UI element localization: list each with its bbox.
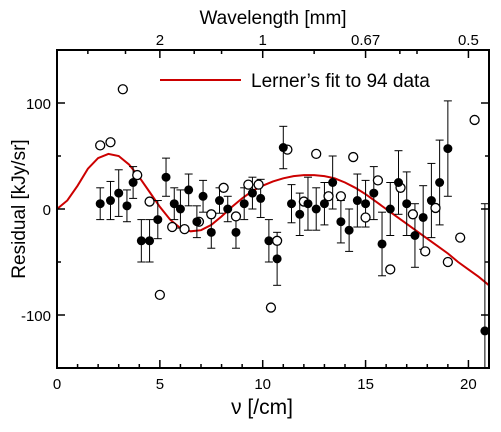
filled-data-point xyxy=(223,204,233,214)
filled-data-point xyxy=(336,217,346,227)
filled-data-point xyxy=(206,227,216,237)
filled-circle-layer xyxy=(95,143,490,336)
filled-data-point xyxy=(272,254,282,264)
open-circle-layer xyxy=(95,84,480,313)
top-tick-label: 0.67 xyxy=(351,32,380,49)
open-data-point xyxy=(455,232,466,243)
filled-data-point xyxy=(352,196,362,206)
x-tick-label: 10 xyxy=(254,376,271,393)
filled-data-point xyxy=(418,212,428,222)
filled-data-point xyxy=(361,199,371,209)
filled-data-point xyxy=(122,201,132,211)
tick-layer xyxy=(56,50,490,368)
filled-data-point xyxy=(278,143,288,153)
y-tick-label: 0 xyxy=(43,202,51,219)
top-tick-label: 2 xyxy=(156,32,164,49)
open-data-point xyxy=(348,151,359,163)
filled-data-point xyxy=(402,199,412,209)
filled-data-point xyxy=(410,231,420,240)
open-data-point xyxy=(265,302,277,313)
x-tick-label: 15 xyxy=(357,376,374,393)
top-tick-label: 1 xyxy=(259,32,267,49)
y-tick-label: -100 xyxy=(21,308,51,325)
filled-data-point xyxy=(256,193,266,203)
filled-data-point xyxy=(192,217,202,227)
filled-data-point xyxy=(443,144,453,154)
open-data-point xyxy=(469,114,480,126)
open-data-point xyxy=(117,84,128,95)
filled-data-point xyxy=(161,172,171,182)
open-data-point xyxy=(420,246,431,257)
top-tick-label: 0.5 xyxy=(458,32,479,49)
open-data-point xyxy=(311,148,322,160)
x-axis-label: ν [/cm] xyxy=(231,396,293,419)
top-axis-label: Wavelength [mm] xyxy=(199,8,346,29)
fit-line xyxy=(56,152,490,287)
open-data-point xyxy=(167,221,178,233)
open-data-point xyxy=(243,179,254,190)
open-data-point xyxy=(335,191,347,202)
plot-frame xyxy=(56,49,490,369)
open-data-point xyxy=(271,235,283,246)
errorbar-layer xyxy=(96,100,489,369)
filled-data-point xyxy=(95,199,105,209)
legend-label: Lerner’s fit to 94 data xyxy=(251,71,430,92)
filled-data-point xyxy=(480,326,490,336)
open-data-point xyxy=(105,137,116,148)
filled-data-point xyxy=(377,239,387,249)
fit-line-layer xyxy=(56,152,490,287)
filled-data-point xyxy=(319,199,329,209)
open-data-point xyxy=(154,289,166,301)
y-tick-label: 100 xyxy=(26,96,51,113)
filled-data-point xyxy=(328,178,338,187)
filled-data-point xyxy=(311,204,321,214)
open-data-point xyxy=(230,211,242,222)
filled-data-point xyxy=(128,178,138,187)
open-data-point xyxy=(442,256,454,268)
filled-data-point xyxy=(369,188,379,198)
open-data-point xyxy=(95,140,106,151)
open-data-point xyxy=(430,202,441,214)
x-tick-label: 5 xyxy=(156,376,164,393)
filled-data-point xyxy=(215,196,225,206)
filled-data-point xyxy=(114,188,124,198)
y-axis-label: Residual [kJy/sr] xyxy=(9,139,30,278)
open-data-point xyxy=(253,179,264,190)
filled-data-point xyxy=(264,236,274,246)
open-data-point xyxy=(372,175,384,186)
filled-data-point xyxy=(169,199,179,209)
open-data-point xyxy=(218,182,229,193)
filled-data-point xyxy=(303,199,313,209)
filled-data-point xyxy=(145,236,155,246)
open-data-point xyxy=(407,209,419,220)
legend: Lerner’s fit to 94 data xyxy=(160,71,430,92)
open-data-point xyxy=(179,223,190,235)
filled-data-point xyxy=(105,196,115,206)
filled-data-point xyxy=(247,188,257,198)
open-data-point xyxy=(360,212,371,223)
filled-data-point xyxy=(153,215,163,225)
x-tick-label: 0 xyxy=(53,376,61,393)
filled-data-point xyxy=(385,204,395,214)
filled-data-point xyxy=(393,178,403,187)
open-data-point xyxy=(206,209,217,220)
filled-data-point xyxy=(136,236,146,246)
filled-data-point xyxy=(295,209,305,219)
filled-data-point xyxy=(175,204,185,214)
filled-data-point xyxy=(239,199,249,209)
open-data-point xyxy=(132,169,143,181)
open-data-point xyxy=(385,264,396,275)
filled-data-point xyxy=(184,185,194,195)
filled-data-point xyxy=(198,191,208,201)
filled-data-point xyxy=(344,225,354,235)
filled-data-point xyxy=(435,178,445,187)
filled-data-point xyxy=(426,196,436,206)
filled-data-point xyxy=(231,227,241,237)
x-tick-label: 20 xyxy=(460,376,477,393)
open-data-point xyxy=(144,196,155,207)
open-data-point xyxy=(323,191,334,202)
filled-data-point xyxy=(287,199,297,209)
